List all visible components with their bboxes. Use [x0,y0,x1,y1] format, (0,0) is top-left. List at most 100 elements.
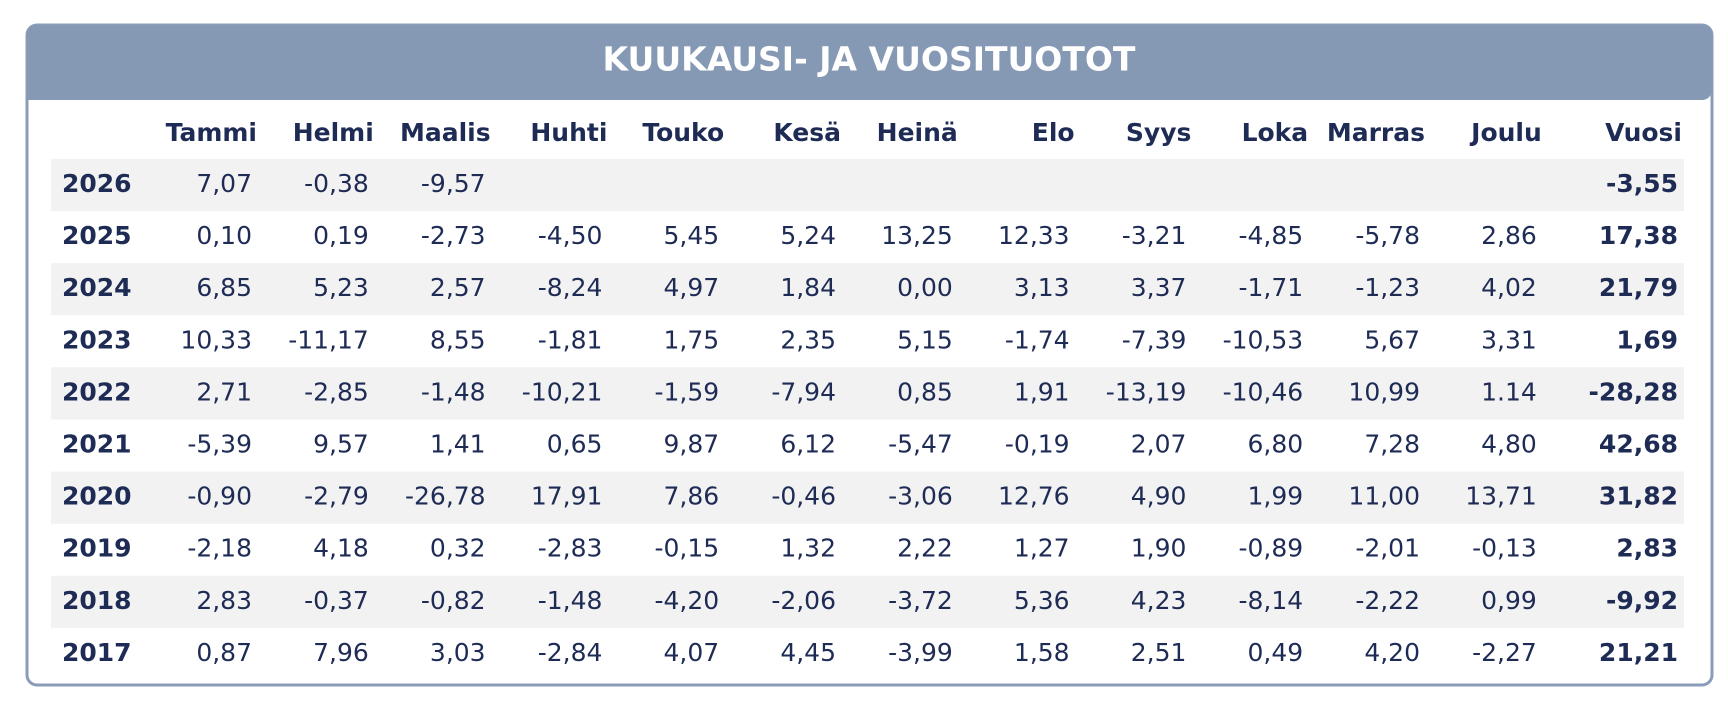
cell-value: 1,41 [430,430,486,459]
year-total: 31,82 [1599,482,1678,511]
cell-value: 5,36 [1014,586,1070,615]
cell-value: -26,78 [405,482,486,511]
cell-value: 2,57 [430,273,486,302]
column-header: Loka [1242,118,1309,147]
cell-value: 0,87 [196,638,252,667]
cell-value: 1,84 [780,273,836,302]
cell-value: 1,27 [1014,534,1070,563]
row-year: 2025 [62,221,132,250]
cell-value: 0,00 [897,273,953,302]
cell-value: -1,23 [1355,273,1420,302]
cell-value: 13,25 [881,221,953,250]
cell-value: 2,07 [1131,430,1187,459]
cell-value: 10,99 [1348,377,1420,406]
column-header: Marras [1327,118,1425,147]
cell-value: -4,85 [1239,221,1304,250]
column-header: Tammi [166,118,257,147]
cell-value: 2,51 [1131,638,1187,667]
row-year: 2020 [62,482,132,511]
cell-value: -0,90 [187,482,252,511]
cell-value: 0,32 [430,534,486,563]
cell-value: -10,46 [1223,377,1304,406]
cell-value: -2,27 [1472,638,1537,667]
column-header: Syys [1126,118,1191,147]
cell-value: 6,12 [780,430,836,459]
cell-value: -0,15 [655,534,720,563]
cell-value: 6,80 [1248,430,1304,459]
year-total: 17,38 [1599,221,1678,250]
cell-value: -3,99 [888,638,953,667]
cell-value: 7,86 [664,482,720,511]
year-total: 21,21 [1599,638,1678,667]
cell-value: 13,71 [1465,482,1537,511]
cell-value: 1,90 [1131,534,1187,563]
cell-value: -10,53 [1223,325,1304,354]
cell-value: 4,20 [1364,638,1420,667]
cell-value: 4,97 [664,273,720,302]
cell-value: -7,39 [1122,325,1187,354]
row-stripe [51,263,1684,316]
row-year: 2024 [62,273,132,302]
cell-value: 5,67 [1364,325,1420,354]
cell-value: -0,82 [421,586,486,615]
cell-value: -8,24 [538,273,603,302]
cell-value: 4,45 [780,638,836,667]
cell-value: -0,13 [1472,534,1537,563]
cell-value: 0,10 [196,221,252,250]
column-header: Maalis [400,118,491,147]
cell-value: -1,48 [538,586,603,615]
cell-value: -0,37 [304,586,369,615]
cell-value: -2,18 [187,534,252,563]
cell-value: 1,32 [780,534,836,563]
cell-value: -2,84 [538,638,603,667]
cell-value: -2,73 [421,221,486,250]
cell-value: 11,00 [1348,482,1420,511]
cell-value: -2,79 [304,482,369,511]
cell-value: -2,83 [538,534,603,563]
title-band [27,25,1712,100]
cell-value: 4,90 [1131,482,1187,511]
cell-value: -3,72 [888,586,953,615]
cell-value: -4,50 [538,221,603,250]
cell-value: -0,89 [1239,534,1304,563]
row-stripe [51,471,1684,524]
cell-value: 4,18 [313,534,369,563]
cell-value: 1,99 [1248,482,1304,511]
cell-value: -1,74 [1005,325,1070,354]
cell-value: 3,37 [1131,273,1187,302]
row-year: 2018 [62,586,132,615]
cell-value: 1,75 [664,325,720,354]
column-header: Kesä [773,118,841,147]
cell-value: -0,38 [304,169,369,198]
cell-value: -3,21 [1122,221,1187,250]
cell-value: 4,02 [1481,273,1537,302]
cell-value: -13,19 [1106,377,1187,406]
cell-value: 7,07 [196,169,252,198]
cell-value: 9,57 [313,430,369,459]
cell-value: 0,99 [1481,586,1537,615]
column-header: Huhti [530,118,607,147]
cell-value: 1.14 [1481,377,1537,406]
cell-value: 5,15 [897,325,953,354]
column-header: Joulu [1469,118,1542,147]
column-header: Elo [1032,118,1075,147]
cell-value: -4,20 [655,586,720,615]
cell-value: -5,39 [187,430,252,459]
cell-value: -2,85 [304,377,369,406]
row-year: 2026 [62,169,132,198]
cell-value: 0,85 [897,377,953,406]
cell-value: 3,03 [430,638,486,667]
cell-value: 9,87 [664,430,720,459]
cell-value: 2,22 [897,534,953,563]
cell-value: -1,48 [421,377,486,406]
cell-value: 6,85 [196,273,252,302]
cell-value: 0,49 [1248,638,1304,667]
cell-value: 2,83 [196,586,252,615]
cell-value: 12,76 [998,482,1070,511]
year-total: 1,69 [1616,325,1678,354]
row-year: 2017 [62,638,132,667]
cell-value: -10,21 [522,377,603,406]
cell-value: 7,28 [1364,430,1420,459]
cell-value: -2,01 [1355,534,1420,563]
